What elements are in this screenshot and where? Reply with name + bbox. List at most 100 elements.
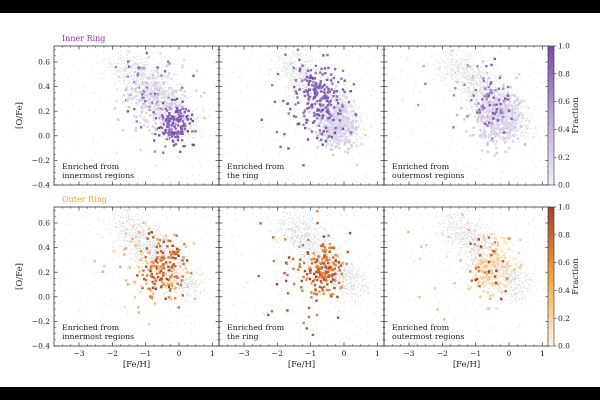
background-point [138, 102, 140, 104]
data-point [313, 102, 317, 106]
background-point [496, 87, 498, 89]
data-point [176, 139, 180, 142]
background-point [534, 126, 536, 128]
background-point [174, 112, 175, 114]
background-point [288, 106, 290, 108]
data-point [296, 48, 299, 51]
background-point [322, 90, 324, 92]
background-point [169, 89, 170, 90]
background-point [162, 88, 164, 90]
background-point [132, 64, 134, 65]
background-point [235, 143, 237, 145]
background-point [285, 93, 287, 95]
background-point [163, 111, 165, 113]
background-point [342, 101, 344, 103]
data-point [139, 114, 142, 118]
data-point [314, 130, 317, 134]
background-point [125, 168, 127, 170]
data-point [171, 117, 174, 121]
background-point [150, 88, 151, 90]
background-point [149, 89, 151, 91]
background-point [154, 67, 155, 69]
panel-annotation: innermost regions [62, 171, 134, 180]
background-point [473, 70, 475, 72]
background-point [373, 148, 375, 150]
background-point [138, 80, 139, 82]
background-point [504, 92, 506, 94]
data-point [324, 144, 328, 148]
background-point [320, 66, 322, 68]
background-point [507, 129, 509, 131]
background-point [275, 51, 277, 52]
background-point [475, 88, 477, 90]
data-point [337, 136, 340, 139]
background-point [480, 158, 482, 160]
background-point [125, 76, 127, 78]
background-point [458, 67, 460, 69]
background-point [404, 125, 406, 127]
background-point [232, 50, 234, 52]
background-point [232, 72, 234, 74]
background-point [245, 164, 246, 165]
background-point [466, 66, 468, 68]
background-point [516, 125, 518, 127]
data-point [171, 139, 175, 142]
background-point [128, 71, 130, 73]
data-point [323, 93, 327, 96]
background-point [167, 93, 169, 95]
background-point [103, 60, 105, 62]
background-point [321, 96, 322, 97]
background-point [281, 48, 283, 49]
background-point [464, 63, 466, 65]
background-point [488, 107, 490, 109]
data-point [167, 94, 170, 98]
background-point [291, 64, 292, 66]
background-point [498, 78, 500, 80]
background-point [119, 58, 121, 60]
data-point [327, 127, 331, 130]
background-point [485, 86, 487, 87]
background-point [259, 66, 261, 68]
background-point [504, 118, 506, 119]
background-point [180, 121, 182, 123]
background-point [133, 63, 134, 65]
background-point [116, 70, 118, 72]
background-point [473, 63, 475, 65]
background-point [355, 136, 357, 137]
background-point [270, 117, 272, 119]
data-point [163, 113, 167, 116]
background-point [134, 55, 135, 57]
background-point [473, 86, 475, 88]
background-point [193, 128, 195, 129]
background-point [172, 134, 173, 135]
background-point [130, 76, 132, 78]
data-point [341, 115, 345, 119]
data-point [156, 85, 159, 88]
y-tick-label: 0.6 [38, 58, 50, 67]
data-point [304, 89, 308, 92]
data-point [282, 99, 285, 103]
background-point [464, 82, 466, 84]
background-point [451, 68, 453, 70]
background-point [303, 61, 305, 63]
background-point [143, 99, 145, 101]
data-point [342, 94, 345, 97]
data-point [159, 85, 162, 89]
background-point [481, 76, 482, 78]
background-point [128, 85, 130, 87]
background-point [269, 165, 271, 166]
data-point [152, 118, 155, 122]
background-point [165, 93, 166, 95]
background-point [485, 81, 487, 83]
background-point [529, 127, 531, 129]
background-point [164, 102, 166, 103]
data-point [326, 91, 330, 94]
background-point [153, 88, 155, 90]
data-point [163, 99, 167, 103]
background-point [467, 83, 469, 84]
background-point [155, 66, 157, 68]
background-point [456, 78, 458, 80]
background-point [488, 90, 490, 92]
background-point [315, 64, 316, 65]
background-point [367, 89, 369, 91]
